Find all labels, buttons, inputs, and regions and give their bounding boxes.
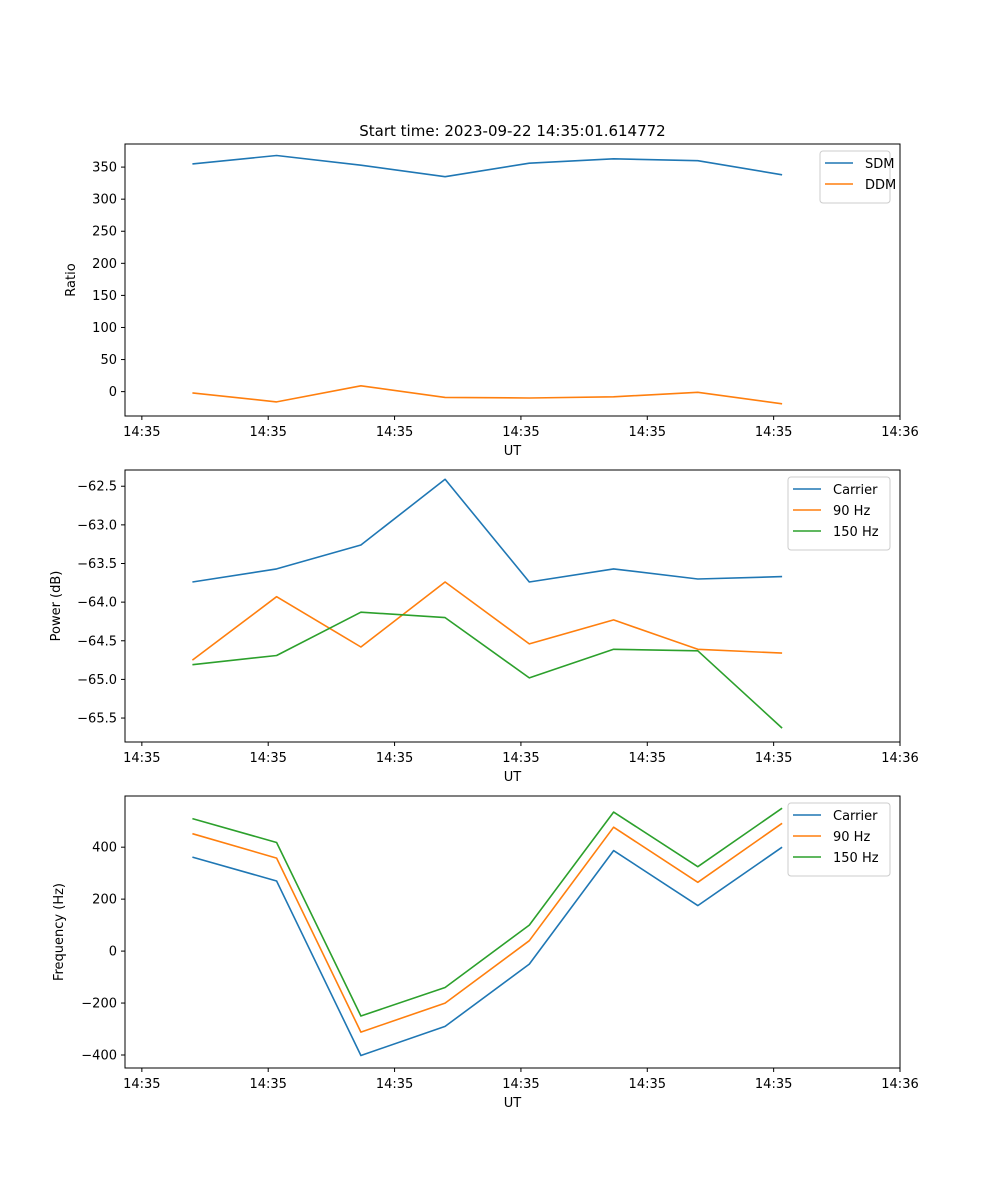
y-tick-label: −63.5 — [77, 557, 117, 572]
axes-frame — [124, 469, 901, 743]
x-tick-label: 14:36 — [881, 1077, 918, 1092]
x-tick-label: 14:35 — [755, 425, 792, 440]
legend-label: 150 Hz — [833, 525, 879, 540]
x-tick-label: 14:36 — [881, 425, 918, 440]
y-tick-label: 200 — [92, 257, 117, 272]
subplot-3: 14:35 14:35 14:35 14:35 14:35 14:35 14:36 −400 −… — [52, 795, 919, 1111]
x-tick-label: 14:35 — [123, 425, 160, 440]
legend: SDM DDM — [819, 150, 896, 204]
y-tick-label: −62.5 — [77, 480, 117, 495]
series-line-150-hz — [192, 807, 783, 1017]
x-tick-label: 14:35 — [755, 751, 792, 766]
y-tick-label: −65.0 — [77, 673, 117, 688]
y-tick-label: −64.5 — [77, 634, 117, 649]
x-tick-label: 14:35 — [123, 1077, 160, 1092]
y-axis-label: Power (dB) — [49, 571, 64, 642]
axes-frame — [124, 143, 901, 417]
legend-label: 90 Hz — [833, 504, 870, 519]
x-axis-label: UT — [504, 1096, 522, 1111]
series-line-carrier — [192, 478, 783, 583]
x-tick-label: 14:35 — [376, 425, 413, 440]
x-tick-label: 14:35 — [502, 425, 539, 440]
subplot-title: Start time: 2023-09-22 14:35:01.614772 — [359, 122, 665, 140]
y-tick-label: 0 — [109, 945, 117, 960]
legend-label: 150 Hz — [833, 851, 879, 866]
x-tick-label: 14:35 — [123, 751, 160, 766]
x-tick-label: 14:35 — [376, 1077, 413, 1092]
y-axis-label: Frequency (Hz) — [52, 883, 67, 981]
legend-label: Carrier — [833, 809, 878, 824]
subplot-1: Start time: 2023-09-22 14:35:01.614772 14… — [64, 122, 919, 459]
y-tick-label: 50 — [100, 353, 117, 368]
y-tick-label: 300 — [92, 193, 117, 208]
legend-box — [819, 150, 891, 204]
y-tick-label: 250 — [92, 225, 117, 240]
subplot-2: 14:35 14:35 14:35 14:35 14:35 14:35 14:36 −65.5… — [49, 469, 919, 785]
series-line-ddm — [192, 384, 783, 405]
x-tick-label: 14:35 — [755, 1077, 792, 1092]
x-tick-label: 14:35 — [629, 1077, 666, 1092]
x-tick-label: 14:35 — [629, 425, 666, 440]
x-tick-label: 14:35 — [249, 751, 286, 766]
x-tick-label: 14:35 — [502, 751, 539, 766]
legend-label: SDM — [865, 157, 894, 172]
legend-label: DDM — [865, 178, 896, 193]
x-tick-label: 14:35 — [629, 751, 666, 766]
legend-label: Carrier — [833, 483, 878, 498]
y-tick-label: 400 — [92, 841, 117, 856]
y-tick-label: −64.0 — [77, 596, 117, 611]
y-axis-label: Ratio — [64, 263, 79, 296]
x-axis-label: UT — [504, 444, 522, 459]
axes-frame — [124, 795, 901, 1069]
y-tick-label: 150 — [92, 289, 117, 304]
y-tick-label: 350 — [92, 161, 117, 176]
series-line-150-hz — [192, 611, 783, 729]
x-tick-label: 14:36 — [881, 751, 918, 766]
x-tick-label: 14:35 — [502, 1077, 539, 1092]
y-tick-label: −65.5 — [77, 712, 117, 727]
y-tick-label: −400 — [81, 1049, 117, 1064]
x-tick-label: 14:35 — [249, 425, 286, 440]
y-tick-label: −63.0 — [77, 518, 117, 533]
y-tick-label: −200 — [81, 997, 117, 1012]
legend-label: 90 Hz — [833, 830, 870, 845]
y-tick-label: 0 — [109, 385, 117, 400]
legend: Carrier 90 Hz 150 Hz — [787, 802, 891, 877]
series-line-90-hz — [192, 822, 783, 1033]
series-line-carrier — [192, 846, 783, 1057]
legend: Carrier 90 Hz 150 Hz — [787, 476, 891, 551]
x-tick-label: 14:35 — [249, 1077, 286, 1092]
y-tick-label: 100 — [92, 321, 117, 336]
x-axis-label: UT — [504, 770, 522, 785]
series-line-90-hz — [191, 581, 783, 661]
series-line-sdm — [192, 154, 783, 178]
y-tick-label: 200 — [92, 893, 117, 908]
x-tick-label: 14:35 — [376, 751, 413, 766]
